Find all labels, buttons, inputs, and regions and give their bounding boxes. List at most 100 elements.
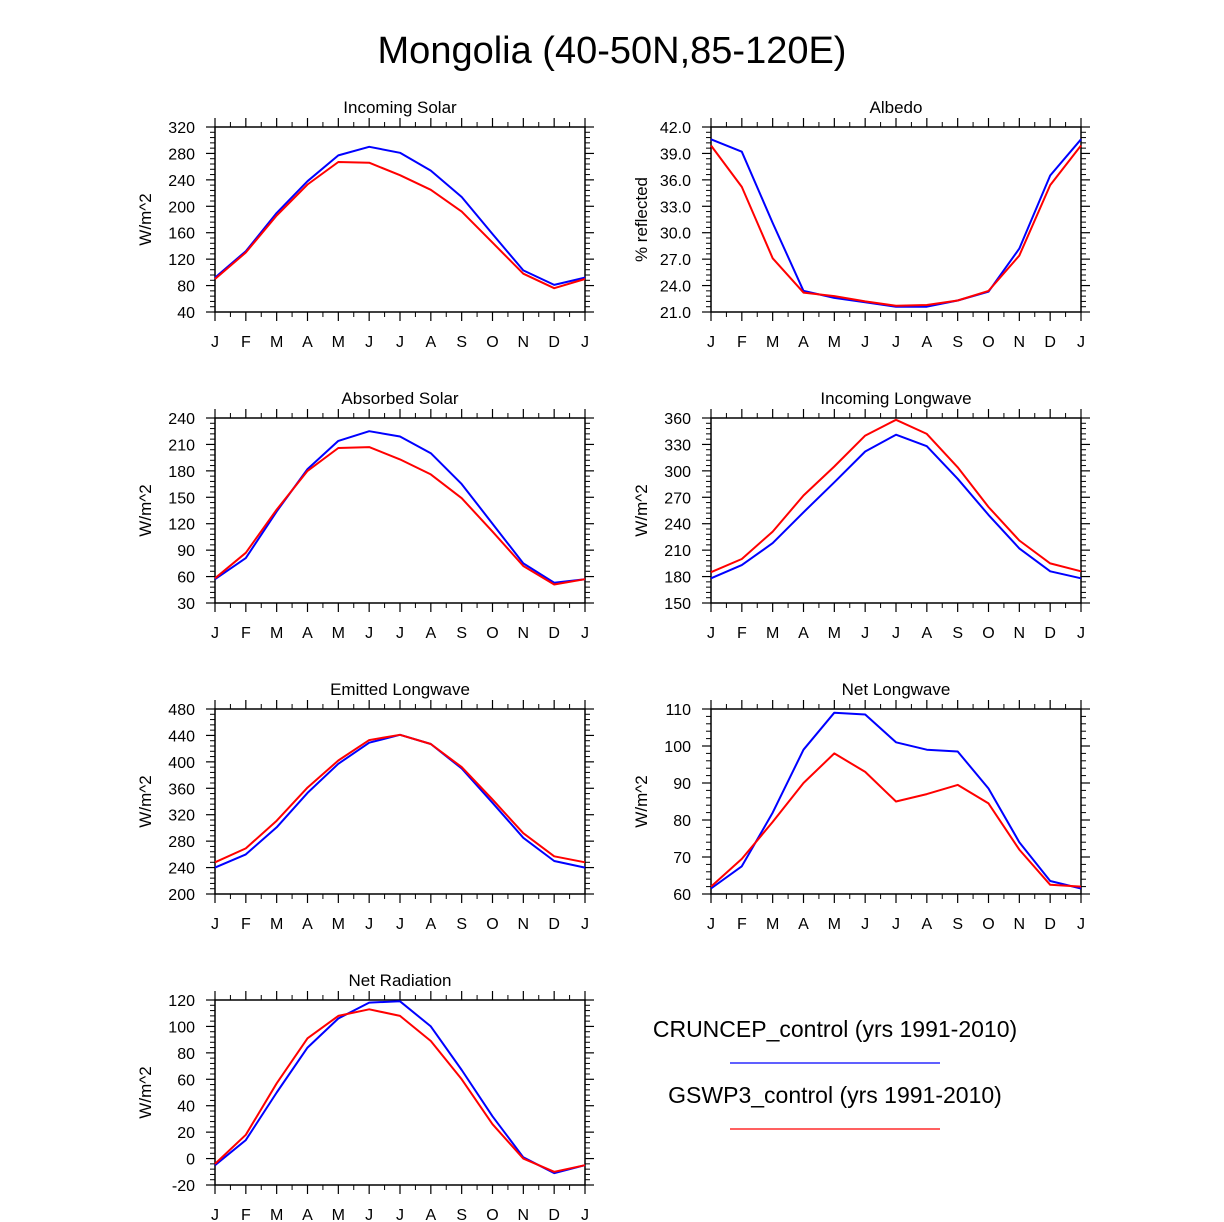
x-tick-label: S (456, 625, 467, 642)
y-tick-label: 100 (664, 739, 691, 756)
x-tick-label: N (1014, 625, 1026, 642)
y-tick-label: 210 (664, 543, 691, 560)
x-tick-label: J (365, 1207, 373, 1222)
x-tick-label: J (396, 916, 404, 933)
y-tick-label: 300 (664, 464, 691, 481)
x-tick-label: J (892, 625, 900, 642)
x-tick-label: J (892, 916, 900, 933)
plot-frame-incoming-longwave (710, 417, 1082, 604)
y-axis-label-emitted-longwave: W/m^2 (136, 775, 155, 827)
x-tick-label: J (581, 625, 589, 642)
x-tick-label: A (798, 334, 809, 351)
x-tick-label: M (828, 916, 841, 933)
series-line-gswp3-albedo (710, 144, 1082, 307)
x-tick-label: N (1014, 916, 1026, 933)
x-tick-label: M (766, 625, 779, 642)
x-tick-label: J (861, 625, 869, 642)
series-line-cruncep-net-radiation (214, 1000, 586, 1175)
x-tick-label: F (737, 334, 747, 351)
y-tick-label: 24.0 (660, 279, 691, 296)
panel-title-albedo: Albedo (870, 98, 923, 117)
x-tick-label: F (241, 625, 251, 642)
x-tick-label: D (548, 1207, 560, 1222)
y-tick-label: 240 (664, 517, 691, 534)
panel-title-net-radiation: Net Radiation (348, 971, 451, 990)
x-tick-label: O (982, 916, 994, 933)
y-tick-label: 39.0 (660, 146, 691, 163)
x-tick-label: F (737, 625, 747, 642)
series-line-gswp3-incoming-solar (214, 161, 586, 290)
y-tick-label: 40 (177, 305, 195, 322)
y-tick-label: 210 (168, 437, 195, 454)
y-tick-label: 160 (168, 226, 195, 243)
legend-label-cruncep: CRUNCEP_control (yrs 1991-2010) (653, 1016, 1017, 1042)
x-tick-label: M (270, 625, 283, 642)
panel-net-longwave: Net Longwave J F M A M J J A S O N D J 60 70 80 90 100 110 W… (632, 680, 1090, 933)
x-tick-label: A (921, 916, 932, 933)
x-tick-label: J (211, 1207, 219, 1222)
plot-frame-albedo (710, 126, 1082, 313)
y-axis-label-incoming-solar: W/m^2 (136, 193, 155, 245)
x-tick-label: F (241, 916, 251, 933)
series-line-gswp3-absorbed-solar (214, 446, 586, 586)
y-tick-label: 280 (168, 146, 195, 163)
y-tick-label: 200 (168, 887, 195, 904)
y-tick-label: 150 (664, 596, 691, 613)
x-tick-label: O (486, 1207, 498, 1222)
plot-frame-emitted-longwave (214, 708, 586, 895)
series-line-cruncep-incoming-longwave (710, 433, 1082, 580)
y-tick-label: 110 (665, 702, 691, 719)
x-tick-label: J (365, 334, 373, 351)
y-tick-label: 90 (673, 776, 691, 793)
legend-label-gswp3: GSWP3_control (yrs 1991-2010) (668, 1082, 1002, 1108)
x-tick-label: J (861, 916, 869, 933)
x-tick-label: M (270, 1207, 283, 1222)
panel-incoming-longwave: Incoming Longwave J F M A M J J A S O N D J 150 180 210 2… (632, 389, 1090, 642)
x-tick-label: A (302, 625, 313, 642)
y-tick-label: 100 (168, 1019, 195, 1036)
legend: CRUNCEP_control (yrs 1991-2010) GSWP3_co… (653, 1016, 1017, 1130)
series-line-gswp3-net-longwave (710, 752, 1082, 888)
x-tick-label: M (332, 1207, 345, 1222)
x-tick-label: M (332, 334, 345, 351)
x-tick-label: A (425, 334, 436, 351)
x-tick-label: S (952, 916, 963, 933)
y-tick-label: 60 (177, 1072, 195, 1089)
x-tick-label: A (921, 625, 932, 642)
y-tick-label: 180 (664, 570, 691, 587)
x-tick-label: J (581, 1207, 589, 1222)
y-tick-label: 240 (168, 861, 195, 878)
x-tick-label: J (707, 916, 715, 933)
panel-title-net-longwave: Net Longwave (842, 680, 951, 699)
x-tick-label: J (396, 625, 404, 642)
series-line-cruncep-incoming-solar (214, 145, 586, 286)
x-tick-label: J (365, 625, 373, 642)
x-tick-label: M (766, 916, 779, 933)
y-tick-label: 80 (673, 813, 691, 830)
y-tick-label: 120 (168, 252, 195, 269)
plot-frame-absorbed-solar (214, 417, 586, 604)
panel-emitted-longwave: Emitted Longwave J F M A M J J A S O N D J 200 240 280 32… (136, 680, 594, 933)
x-tick-label: O (982, 334, 994, 351)
x-tick-label: J (1077, 916, 1085, 933)
x-tick-label: A (302, 334, 313, 351)
x-tick-label: J (581, 334, 589, 351)
y-tick-label: 200 (168, 199, 195, 216)
x-tick-label: N (518, 916, 530, 933)
x-tick-label: D (548, 625, 560, 642)
y-tick-label: 70 (673, 850, 691, 867)
y-tick-label: 320 (168, 808, 195, 825)
x-tick-label: A (921, 334, 932, 351)
y-tick-label: 36.0 (660, 173, 691, 190)
figure-title: Mongolia (40-50N,85-120E) (378, 30, 847, 72)
x-tick-label: A (425, 1207, 436, 1222)
y-tick-label: 280 (168, 834, 195, 851)
series-line-cruncep-emitted-longwave (214, 733, 586, 869)
x-tick-label: J (211, 334, 219, 351)
y-tick-label: 80 (177, 279, 195, 296)
y-tick-label: 240 (168, 173, 195, 190)
y-tick-label: 270 (664, 490, 691, 507)
y-tick-label: 330 (664, 437, 691, 454)
y-tick-label: 21.0 (660, 305, 691, 322)
